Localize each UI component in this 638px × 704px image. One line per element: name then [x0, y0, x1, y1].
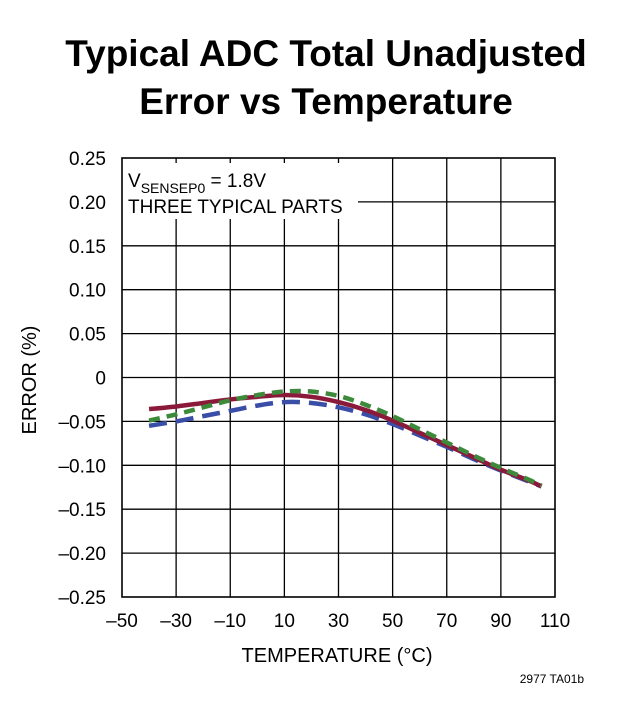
y-axis-label: ERROR (%): [19, 326, 41, 435]
annotation-background: [122, 163, 358, 219]
chart-title-line1: Typical ADC Total Unadjusted: [65, 33, 586, 74]
x-tick-label: 70: [436, 611, 457, 632]
chart-title-line2: Error vs Temperature: [139, 81, 513, 122]
x-tick-label: 90: [490, 611, 511, 632]
series-line-part-1: [148, 392, 543, 489]
y-tick-label: –0.10: [58, 456, 106, 477]
grid: [122, 158, 555, 597]
plot-frame: [121, 157, 556, 598]
y-tick-labels: 0.25 0.20 0.15 0.10 0.05 0 –0.05 –0.10 –0.15 –0.2…: [58, 149, 106, 609]
y-tick-label: –0.25: [58, 588, 106, 609]
y-tick-label: –0.15: [58, 500, 106, 521]
x-tick-label: –50: [106, 611, 138, 632]
y-tick-label: 0.20: [69, 193, 106, 214]
y-tick-label: 0: [95, 369, 106, 390]
y-tick-label: 0.25: [69, 149, 106, 170]
x-tick-label: 110: [540, 611, 570, 632]
annotation-line2: THREE TYPICAL PARTS: [128, 197, 343, 218]
figure-id: 2977 TA01b: [520, 672, 585, 686]
series-line-part-2: [148, 399, 543, 489]
y-tick-label: 0.05: [69, 325, 106, 346]
x-tick-label: –30: [160, 611, 192, 632]
annotation-line1: VSENSEP0 = 1.8V: [128, 171, 266, 196]
x-tick-label: 30: [328, 611, 349, 632]
x-tick-label: 50: [382, 611, 403, 632]
annotation-v: V: [128, 171, 141, 192]
x-axis-label: TEMPERATURE (°C): [242, 645, 433, 667]
y-tick-label: –0.20: [58, 544, 106, 565]
y-tick-label: 0.10: [69, 281, 106, 302]
y-tick-label: –0.05: [58, 412, 106, 433]
annotation-value: = 1.8V: [205, 171, 266, 192]
annotation-subscript: SENSEP0: [141, 180, 206, 196]
x-tick-label: –10: [214, 611, 246, 632]
series-line-part-3: [148, 388, 543, 488]
y-tick-label: 0.15: [69, 237, 106, 258]
x-tick-label: 10: [274, 611, 295, 632]
series-group: [148, 388, 543, 489]
x-tick-labels: –50 –30 –10 10 30 50 70 90 110: [106, 611, 570, 632]
